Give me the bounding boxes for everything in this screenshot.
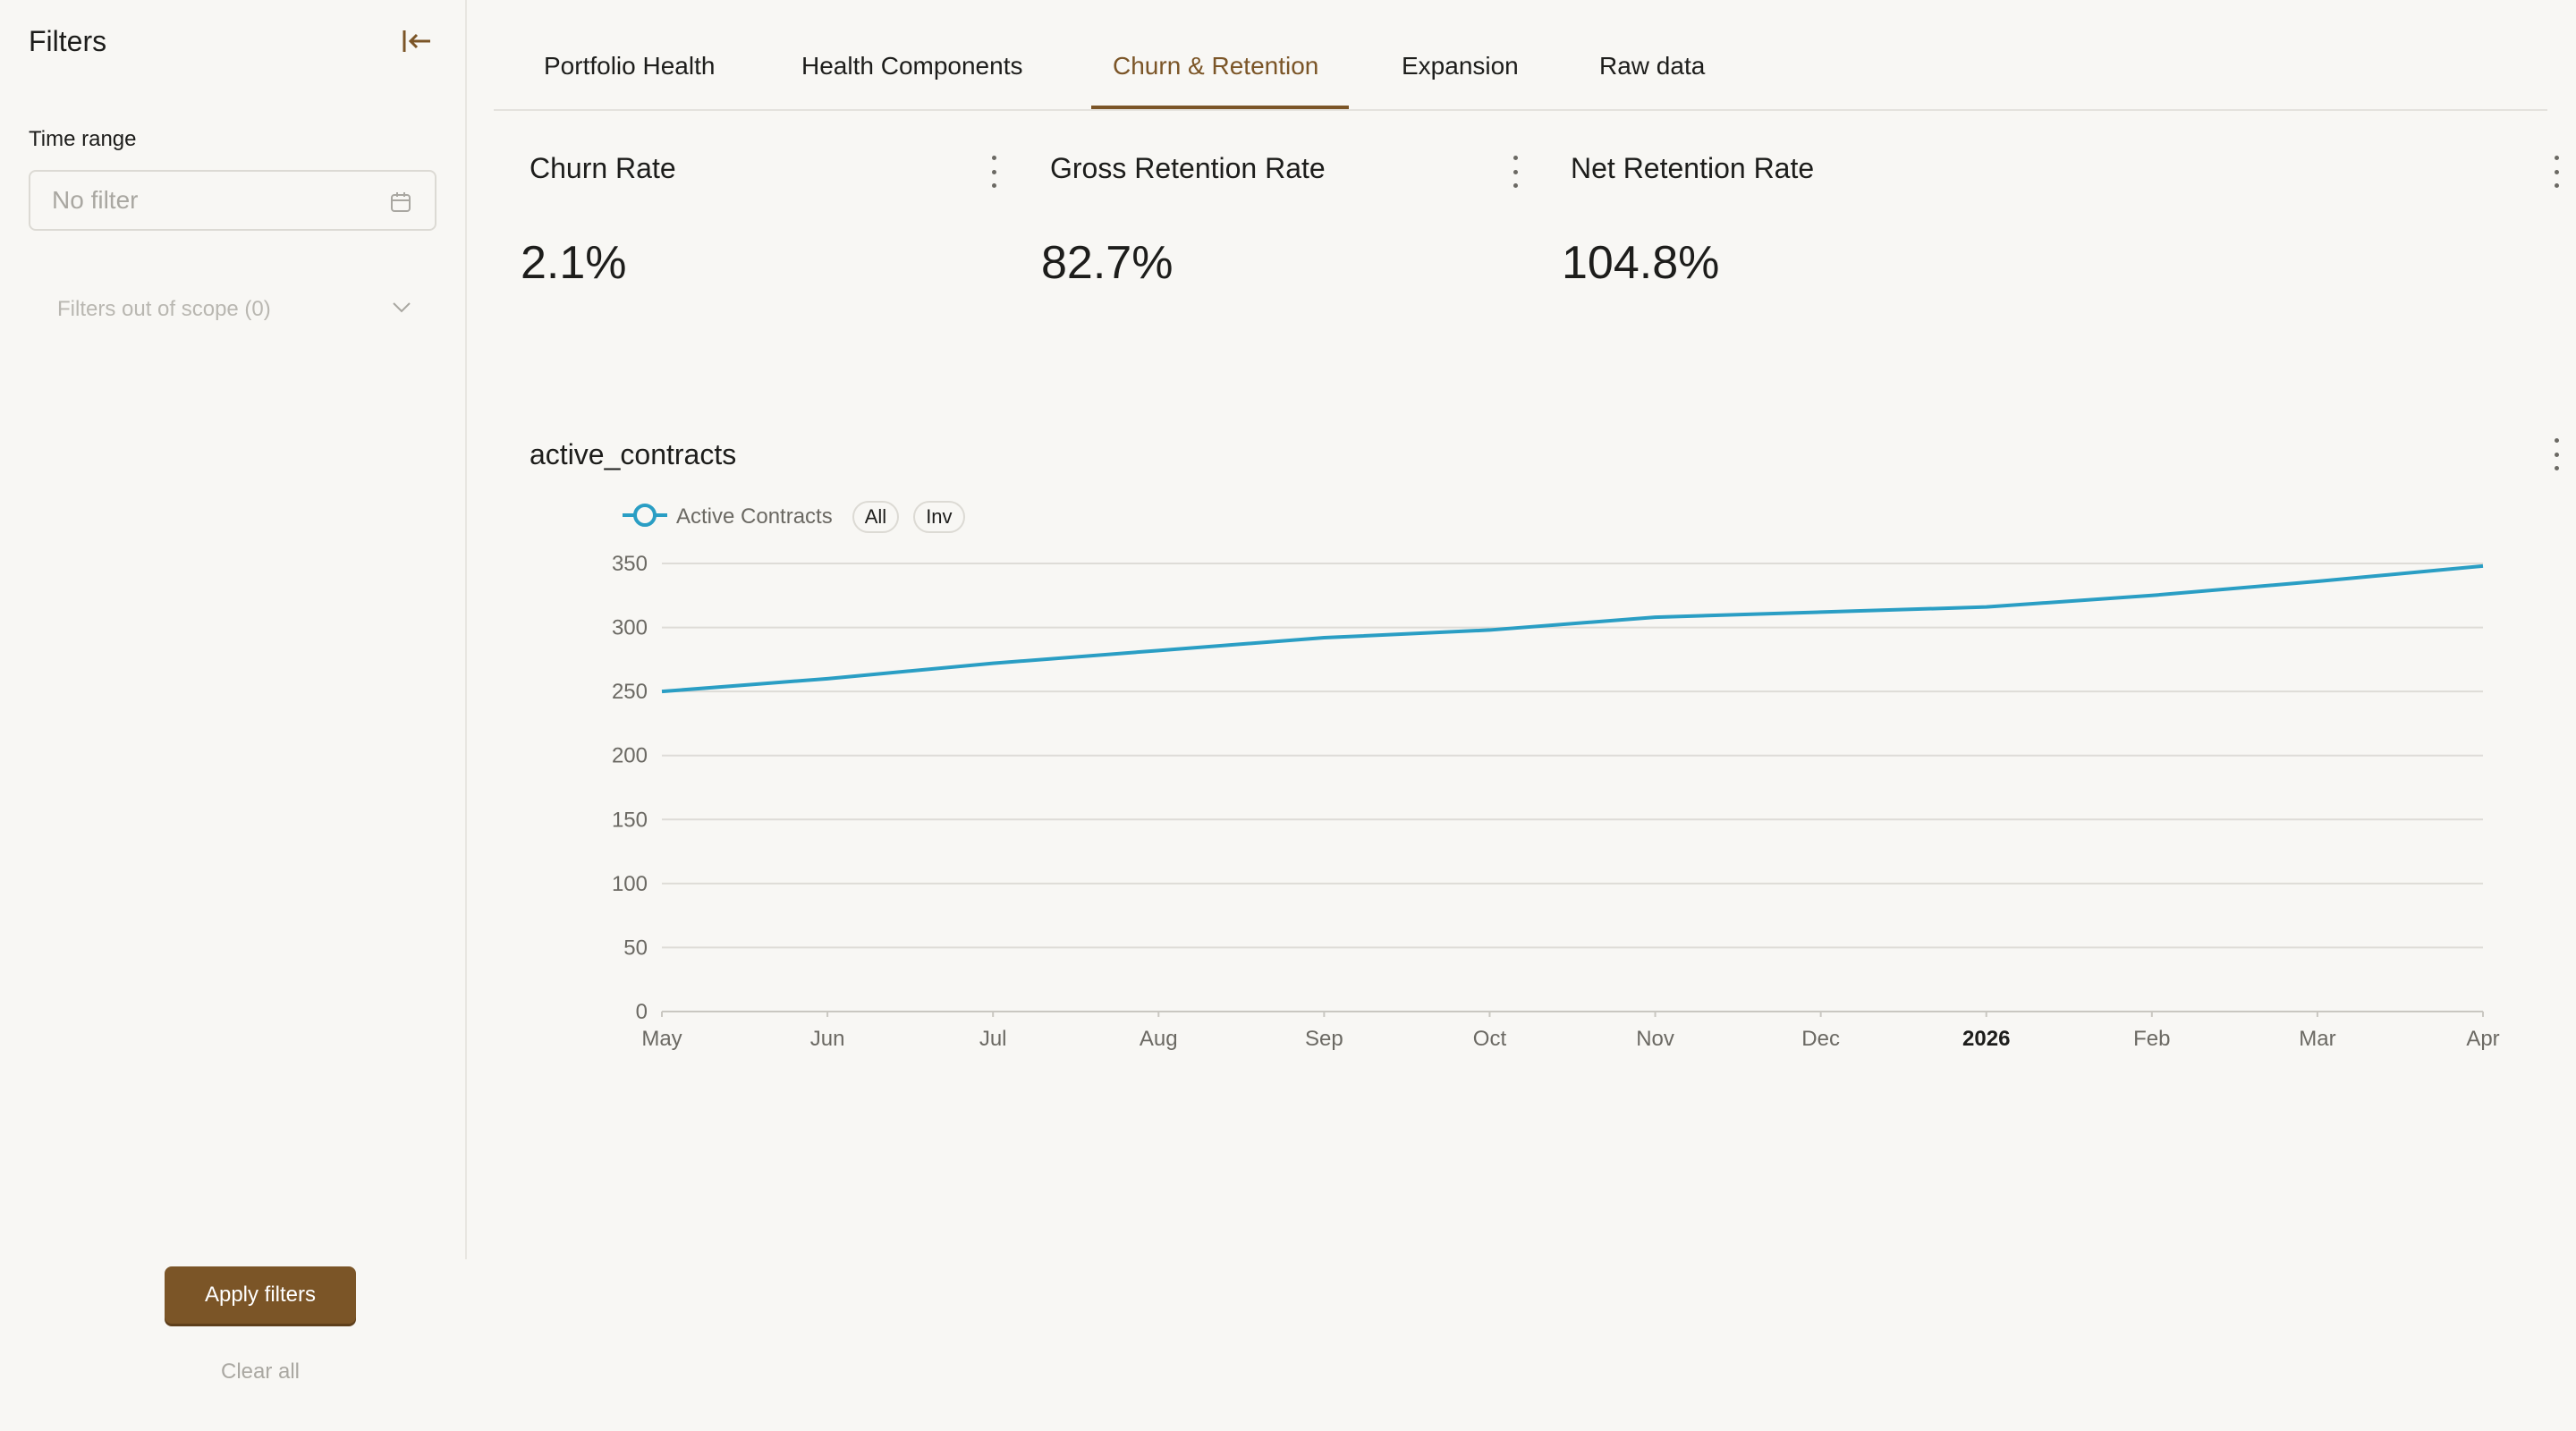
y-tick-label: 200 [612,744,648,768]
filters-sidebar: Filters Time range No filter Filters out… [0,0,467,1259]
x-tick-label: Nov [1636,1027,1674,1051]
calendar-icon [390,191,411,217]
net-retention-menu-icon[interactable] [2549,156,2563,188]
x-tick-label: Jun [810,1027,845,1051]
data-point [1321,635,1326,640]
clear-all-button[interactable]: Clear all [220,1359,301,1384]
data-point [659,689,665,694]
data-point [825,676,830,682]
tab-raw-data[interactable]: Raw data [1599,52,1706,80]
dashboard-tabs: Portfolio Health Health Components Churn… [494,0,2547,111]
data-point [2315,579,2320,584]
active-contracts-chart: 0 50 100 150 200 250 300 350 May Jun Jul Aug Sep Oct N… [612,552,2500,1051]
y-tick-label: 300 [612,616,648,640]
apply-filters-button[interactable]: Apply filters [165,1266,356,1324]
kpi-value-net-retention: 104.8% [1562,237,1720,289]
kpi-value-gross-retention: 82.7% [1041,237,1174,289]
x-tick-label: Oct [1473,1027,1507,1051]
data-point [2480,563,2486,569]
collapse-sidebar-icon[interactable] [399,23,435,59]
y-tick-label: 250 [612,680,648,704]
tab-churn-retention[interactable]: Churn & Retention [1113,52,1319,80]
x-tick-label: May [641,1027,682,1051]
kpi-value-churn-rate: 2.1% [521,237,627,289]
data-point [1653,614,1658,620]
x-tick-label: Feb [2133,1027,2170,1051]
series-line-active-contracts [661,563,2484,694]
tab-health-components[interactable]: Health Components [801,52,1023,80]
data-point [1818,609,1824,614]
gross-retention-menu-icon[interactable] [1508,156,1522,188]
x-tick-label: Apr [2466,1027,2499,1051]
y-tick-label: 150 [612,808,648,832]
x-tick-label: Mar [2299,1027,2335,1051]
x-tick-label: 2026 [1962,1027,2010,1051]
time-range-input[interactable]: No filter [29,170,436,231]
time-range-placeholder: No filter [52,186,139,214]
y-tick-label: 0 [636,1000,648,1024]
chart-title: active_contracts [530,438,737,470]
chart-menu-icon[interactable] [2549,438,2563,470]
data-point [1487,627,1492,632]
time-range-label: Time range [29,127,137,151]
kpi-title-gross-retention: Gross Retention Rate [1050,152,1326,184]
data-point [1984,605,1989,610]
tab-expansion[interactable]: Expansion [1402,52,1519,80]
y-tick-label: 50 [623,936,648,960]
chart-legend: Active Contracts All Inv [623,501,979,533]
filters-out-of-scope-toggle[interactable]: Filters out of scope (0) [57,295,411,324]
filters-out-of-scope-label: Filters out of scope (0) [57,297,271,321]
sidebar-title: Filters [29,25,107,57]
legend-label[interactable]: Active Contracts [676,504,833,529]
kpi-title-churn-rate: Churn Rate [530,152,676,184]
x-tick-label: Sep [1305,1027,1343,1051]
x-tick-label: Aug [1140,1027,1178,1051]
active-tab-indicator [1091,106,1349,109]
data-point [2149,593,2155,598]
y-tick-label: 100 [612,872,648,896]
data-point [990,661,996,666]
tab-portfolio-health[interactable]: Portfolio Health [544,52,716,80]
legend-series-marker-icon[interactable] [623,502,667,533]
churn-rate-menu-icon[interactable] [987,156,1001,188]
chevron-down-icon [392,301,411,318]
kpi-title-net-retention: Net Retention Rate [1571,152,1815,184]
data-point [1156,648,1161,653]
x-tick-label: Jul [979,1027,1007,1051]
legend-select-all-button[interactable]: All [852,501,900,533]
y-tick-label: 350 [612,552,648,576]
legend-invert-button[interactable]: Inv [913,501,965,533]
x-tick-label: Dec [1801,1027,1840,1051]
